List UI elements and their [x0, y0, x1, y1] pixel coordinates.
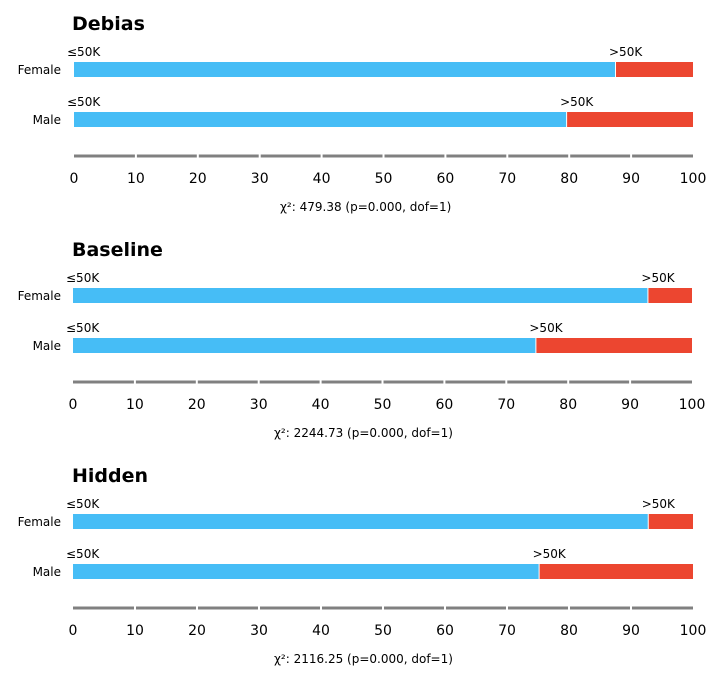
x-tick-label: 90 [622, 623, 640, 639]
chi-square-stat: χ²: 2116.25 (p=0.000, dof=1) [274, 652, 453, 666]
x-tick-label: 20 [188, 397, 206, 413]
x-tick-label: 0 [69, 397, 78, 413]
x-tick-label: 60 [436, 623, 454, 639]
x-tick-label: 20 [189, 171, 207, 187]
x-tick-label: 10 [127, 171, 145, 187]
panel-hidden: Hidden Female ≤50K >50K Male ≤50K >50K 0 10 20 30 4… [18, 465, 707, 666]
bar-segment-gt50k-female [648, 514, 693, 529]
segment-label-le50k-male: ≤50K [66, 321, 100, 335]
bar-segment-le50k-female [73, 288, 648, 303]
x-tick-label: 80 [559, 397, 577, 413]
x-tick-label: 90 [622, 171, 640, 187]
x-tick-label: 100 [680, 171, 707, 187]
segment-label-le50k-female: ≤50K [66, 271, 100, 285]
x-tick-label: 50 [374, 623, 392, 639]
segment-label-gt50k-female: >50K [642, 497, 676, 511]
row-label-female: Female [18, 289, 61, 303]
x-tick-label: 40 [312, 397, 330, 413]
x-tick-label: 100 [679, 397, 706, 413]
segment-label-gt50k-male: >50K [529, 321, 563, 335]
segment-label-le50k-female: ≤50K [66, 497, 100, 511]
x-tick-label: 90 [621, 397, 639, 413]
x-tick-label: 0 [69, 623, 78, 639]
bar-segment-gt50k-male [567, 112, 693, 127]
x-tick-label: 30 [250, 623, 268, 639]
x-tick-label: 50 [374, 397, 392, 413]
x-tick-label: 60 [435, 397, 453, 413]
x-tick-label: 40 [312, 623, 330, 639]
row-label-male: Male [33, 339, 61, 353]
row-label-female: Female [18, 515, 61, 529]
x-tick-label: 20 [188, 623, 206, 639]
segment-label-le50k-male: ≤50K [66, 547, 100, 561]
x-tick-label: 0 [70, 171, 79, 187]
x-tick-label: 50 [375, 171, 393, 187]
bar-segment-le50k-male [73, 564, 539, 579]
row-label-female: Female [18, 63, 61, 77]
x-tick-label: 10 [126, 623, 144, 639]
bar-segment-gt50k-male [539, 564, 693, 579]
segment-label-gt50k-male: >50K [533, 547, 567, 561]
bar-segment-le50k-female [74, 62, 616, 77]
panel-debias: Debias Female ≤50K >50K Male ≤50K >50K 0 10 20 30 4… [18, 13, 707, 214]
bar-segment-le50k-female [73, 514, 648, 529]
bar-segment-gt50k-female [616, 62, 693, 77]
bar-segment-le50k-male [74, 112, 567, 127]
bar-segment-gt50k-male [536, 338, 692, 353]
row-label-male: Male [33, 565, 61, 579]
x-tick-label: 70 [497, 397, 515, 413]
x-tick-label: 60 [436, 171, 454, 187]
panel-title: Debias [72, 13, 145, 35]
x-tick-label: 10 [126, 397, 144, 413]
x-tick-label: 40 [313, 171, 331, 187]
x-tick-label: 70 [498, 623, 516, 639]
x-tick-label: 70 [498, 171, 516, 187]
segment-label-gt50k-male: >50K [560, 95, 594, 109]
chi-square-stat: χ²: 479.38 (p=0.000, dof=1) [280, 200, 451, 214]
segment-label-gt50k-female: >50K [641, 271, 675, 285]
x-tick-label: 80 [560, 171, 578, 187]
x-tick-label: 80 [560, 623, 578, 639]
x-tick-label: 30 [250, 397, 268, 413]
x-tick-label: 30 [251, 171, 269, 187]
segment-label-le50k-female: ≤50K [67, 45, 101, 59]
bar-segment-le50k-male [73, 338, 536, 353]
chi-square-stat: χ²: 2244.73 (p=0.000, dof=1) [274, 426, 453, 440]
panel-title: Hidden [72, 465, 148, 487]
segment-label-le50k-male: ≤50K [67, 95, 101, 109]
x-tick-label: 100 [680, 623, 707, 639]
panel-title: Baseline [72, 239, 163, 261]
panel-baseline: Baseline Female ≤50K >50K Male ≤50K >50K 0 10 20 3… [18, 239, 706, 440]
row-label-male: Male [33, 113, 61, 127]
segment-label-gt50k-female: >50K [609, 45, 643, 59]
bar-segment-gt50k-female [648, 288, 692, 303]
